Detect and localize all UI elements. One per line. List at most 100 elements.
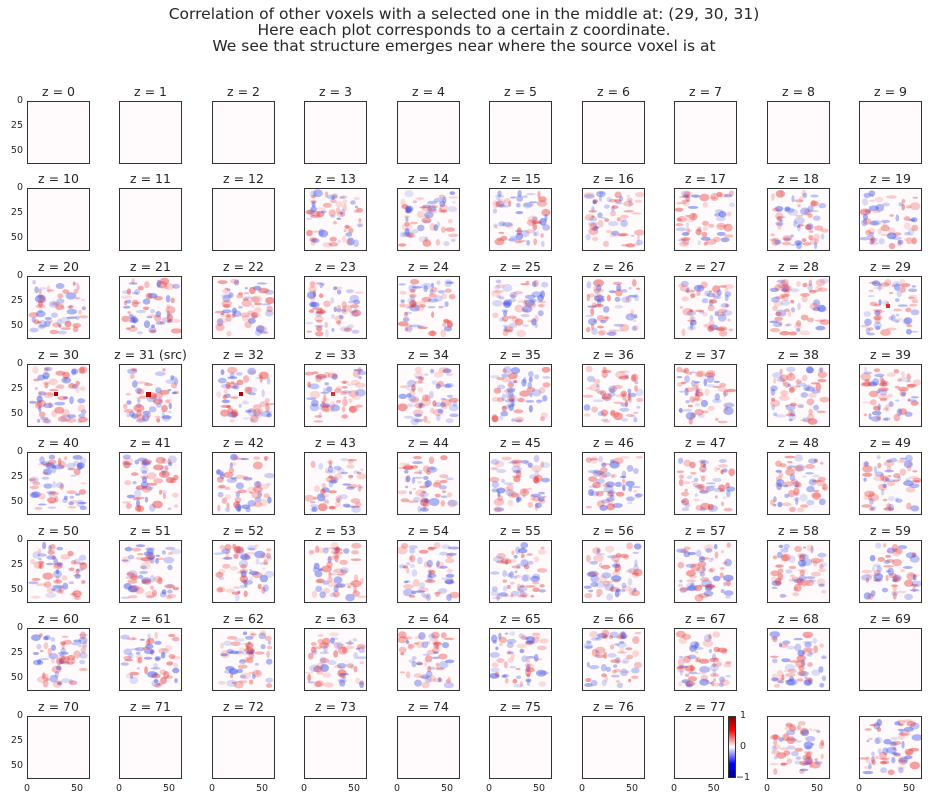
heatmap-blob	[70, 560, 77, 565]
heatmap-blob	[233, 586, 241, 589]
heatmap-blob	[536, 645, 547, 651]
panel-title: z = 59	[870, 523, 911, 538]
heatmap-blob	[76, 284, 80, 291]
heatmap-blob	[264, 456, 268, 461]
heatmap-blob	[681, 190, 691, 197]
heatmap-blob	[404, 327, 409, 332]
heatmap-blob	[242, 631, 248, 635]
heatmap-blob	[141, 459, 153, 465]
heatmap-blob	[887, 474, 892, 478]
heatmap-blob	[690, 641, 700, 649]
heatmap-blob	[252, 486, 263, 493]
heatmap-blob	[305, 217, 313, 220]
heatmap-blob	[77, 465, 82, 470]
heatmap-blob	[507, 499, 514, 506]
heatmap-blob	[398, 403, 408, 412]
heatmap-blob	[407, 379, 417, 388]
heatmap-blob	[589, 222, 598, 231]
heatmap-blob	[705, 594, 713, 598]
heatmap-blob	[728, 190, 734, 197]
heatmap-blob	[703, 584, 714, 588]
heatmap-blob	[439, 565, 448, 569]
heatmap-blob	[634, 559, 638, 567]
heatmap-blob	[677, 583, 684, 588]
heatmap-blob	[315, 545, 320, 554]
heatmap-blob	[163, 671, 170, 679]
heatmap-blob	[426, 559, 433, 568]
heatmap-blob	[807, 662, 813, 667]
heatmap-blob	[221, 399, 230, 404]
heatmap-blob	[358, 646, 366, 654]
heatmap-blob	[344, 225, 353, 228]
heatmap-blob	[709, 314, 714, 321]
heatmap-blob	[43, 483, 53, 489]
heatmap-blob	[407, 395, 417, 402]
heatmap-blob	[523, 376, 527, 384]
heatmap-blob	[912, 470, 918, 473]
heatmap-blob	[78, 413, 86, 418]
heatmap-image	[583, 365, 644, 423]
heatmap-blob	[512, 460, 521, 468]
heatmap-blob	[771, 193, 775, 201]
heatmap-blob	[63, 639, 72, 645]
heatmap-blob	[261, 567, 266, 570]
heatmap-blob	[427, 665, 432, 673]
heatmap-blob	[537, 310, 544, 317]
heatmap-image	[305, 280, 364, 338]
heatmap-blob	[438, 485, 447, 490]
heatmap-blob	[875, 578, 883, 582]
heatmap-blob	[713, 380, 720, 384]
heatmap-blob	[421, 296, 432, 303]
heatmap-blob	[490, 290, 501, 297]
heatmap-blob	[870, 399, 877, 406]
heatmap-blob	[153, 464, 164, 471]
heatmap-blob	[248, 570, 260, 576]
heatmap-blob	[509, 666, 516, 669]
heatmap-blob	[807, 205, 814, 213]
heatmap-blob	[496, 487, 506, 494]
heatmap-blob	[314, 485, 320, 493]
heatmap-blob	[537, 294, 544, 302]
heatmap-blob	[46, 555, 57, 560]
heatmap-blob	[786, 758, 793, 764]
heatmap-blob	[863, 765, 872, 770]
heatmap-blob	[714, 310, 720, 317]
panel-title: z = 20	[38, 259, 79, 274]
heatmap-blob	[75, 315, 80, 320]
heatmap-blob	[128, 652, 134, 659]
heatmap-blob	[259, 401, 269, 408]
heatmap-blob	[720, 303, 730, 308]
heatmap-blob	[634, 631, 642, 635]
heatmap-blob	[868, 205, 879, 211]
heatmap-blob	[586, 571, 597, 577]
heatmap-blob	[541, 477, 551, 483]
heatmap-blob	[221, 557, 231, 560]
heatmap-blob	[492, 640, 497, 644]
heatmap-blob	[904, 411, 913, 417]
heatmap-blob	[415, 301, 426, 305]
heatmap-blob	[593, 399, 604, 403]
heatmap-blob	[902, 318, 911, 325]
heatmap-blob	[699, 475, 707, 478]
heatmap-blob	[143, 320, 151, 329]
heatmap-blob	[408, 659, 415, 664]
heatmap-blob	[264, 398, 270, 403]
heatmap-blob	[522, 305, 533, 313]
heatmap-blob	[63, 396, 69, 400]
heatmap-blob	[217, 491, 224, 498]
heatmap-blob	[55, 303, 64, 310]
heatmap-blob	[126, 637, 138, 641]
heatmap-blob	[709, 567, 716, 573]
heatmap-blob	[55, 370, 65, 376]
heatmap-blob	[798, 665, 805, 672]
heatmap-blob	[500, 558, 512, 565]
heatmap-blob	[358, 218, 362, 223]
heatmap-blob	[493, 290, 504, 294]
heatmap-blob	[689, 461, 696, 469]
heatmap-blob	[36, 643, 42, 650]
heatmap-blob	[875, 736, 883, 744]
heatmap-blob	[898, 759, 907, 762]
heatmap-blob	[783, 750, 791, 756]
heatmap-blob	[442, 196, 447, 204]
heatmap-blob	[630, 309, 634, 318]
